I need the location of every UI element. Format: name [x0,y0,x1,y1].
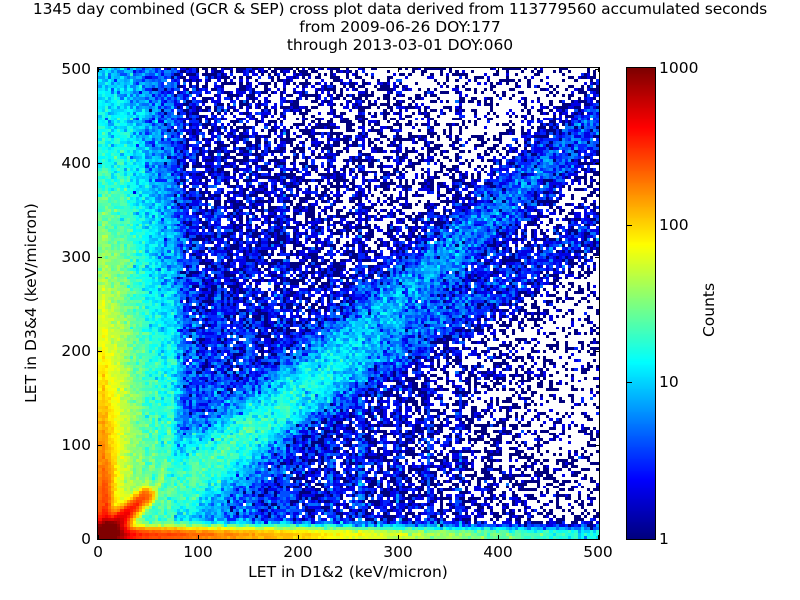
colorbar-tick-label-10: 10 [659,373,679,391]
colorbar-gradient [627,68,655,539]
x-axis-label: LET in D1&2 (keV/micron) [248,563,448,581]
plot-axes [97,67,600,540]
x-tick-top-200 [298,68,299,72]
y-tick-100 [98,445,102,446]
colorbar-tick-label-1000: 1000 [659,59,699,77]
x-tick-top-0 [98,68,99,72]
x-tick-top-100 [198,68,199,72]
x-tick-top-500 [598,68,599,72]
x-tick-label-0: 0 [93,543,103,561]
x-tick-500 [598,535,599,539]
y-tick-300 [98,257,102,258]
y-tick-label-300: 300 [61,248,91,266]
x-tick-0 [98,535,99,539]
plot-title: 1345 day combined (GCR & SEP) cross plot… [0,0,800,54]
y-tick-right-400 [595,163,599,164]
y-tick-right-0 [595,539,599,540]
y-tick-label-0: 0 [81,530,91,548]
y-tick-label-100: 100 [61,436,91,454]
y-tick-right-200 [595,351,599,352]
plot-title-line-3: through 2013-03-01 DOY:060 [286,36,514,54]
colorbar-tick-label-1: 1 [659,530,669,548]
colorbar-tick-10 [627,382,632,383]
x-tick-label-200: 200 [283,543,313,561]
x-tick-100 [198,535,199,539]
y-tick-400 [98,163,102,164]
x-tick-top-400 [498,68,499,72]
colorbar [626,67,656,540]
y-tick-right-100 [595,445,599,446]
x-tick-label-400: 400 [483,543,513,561]
colorbar-tick-100 [627,225,632,226]
x-tick-label-500: 500 [583,543,613,561]
y-tick-0 [98,539,102,540]
y-tick-right-300 [595,257,599,258]
x-tick-200 [298,535,299,539]
plot-title-line-2: from 2009-06-26 DOY:177 [299,18,501,36]
density-heatmap [98,68,599,539]
y-tick-200 [98,351,102,352]
x-tick-400 [498,535,499,539]
y-tick-right-500 [595,69,599,70]
y-tick-label-400: 400 [61,154,91,172]
colorbar-title: Counts [700,282,718,338]
colorbar-tick-label-100: 100 [659,216,689,234]
x-tick-label-100: 100 [183,543,213,561]
y-tick-label-500: 500 [61,60,91,78]
y-axis-label: LET in D3&4 (keV/micron) [22,203,40,403]
x-tick-top-300 [398,68,399,72]
x-tick-label-300: 300 [383,543,413,561]
y-tick-label-200: 200 [61,342,91,360]
x-tick-300 [398,535,399,539]
plot-title-line-1: 1345 day combined (GCR & SEP) cross plot… [32,0,768,18]
y-tick-500 [98,69,102,70]
